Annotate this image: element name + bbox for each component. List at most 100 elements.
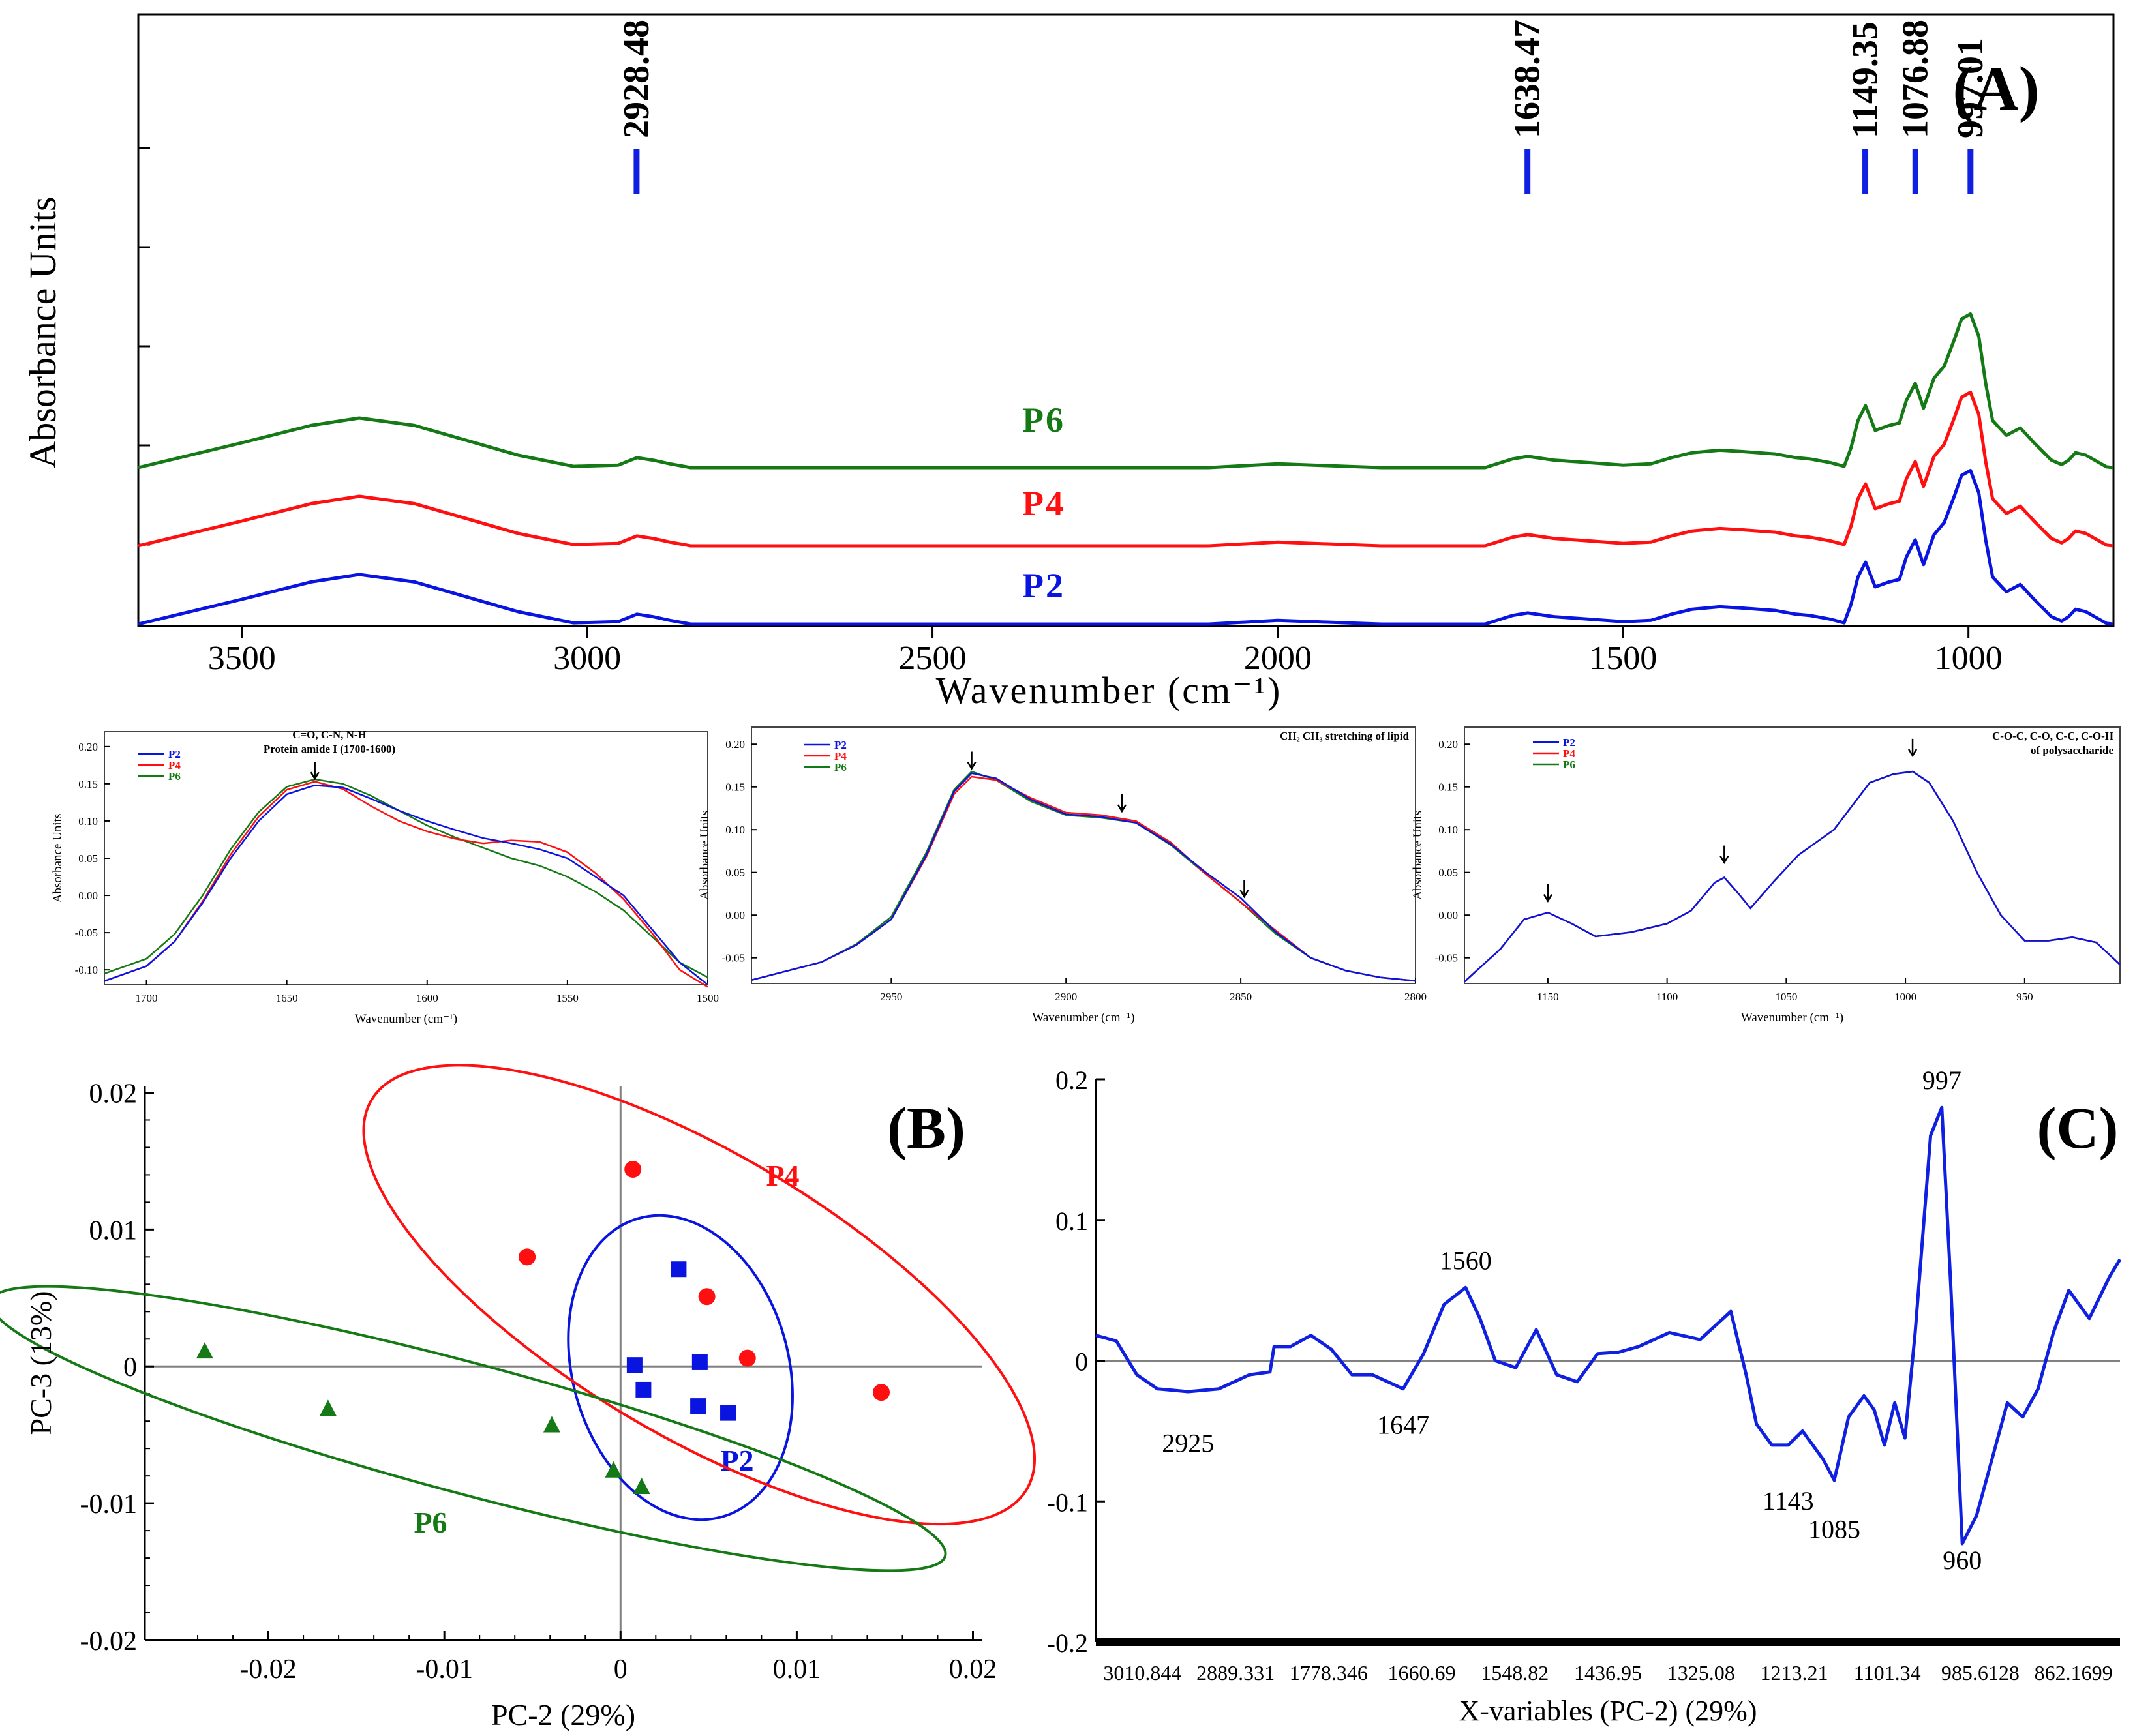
- panel-a-series-p6: [138, 312, 2114, 470]
- panel-c-dense-ticks: [1096, 1638, 2120, 1646]
- inset-y-tick-label: -0.05: [75, 927, 98, 939]
- panel-c-peak-label: 997: [1922, 1066, 1961, 1095]
- inset-legend-label-p6: P6: [1563, 758, 1575, 771]
- panel-a-series-p4: [138, 390, 2114, 548]
- panel-a-series: P6 P4 P2: [138, 312, 2114, 626]
- inset-x-tick-label: 2900: [1055, 991, 1077, 1003]
- panel-a-peak-label: 1076.88: [1895, 20, 1935, 138]
- panel-b-point-p6: [543, 1416, 560, 1433]
- inset-legend-label-p4: P4: [168, 759, 181, 771]
- panel-a-series-label-p2: P2: [1022, 566, 1065, 605]
- inset-y-axis-label: Absorbance Units: [51, 814, 65, 903]
- inset-y-tick-label: 0.10: [725, 824, 745, 836]
- panel-c-x-tick-label: 1778.346: [1290, 1661, 1368, 1684]
- panel-b-ellipse-p2: [567, 1214, 794, 1521]
- panel-b-x-tick-label: 0.01: [773, 1654, 821, 1684]
- panel-b-ellipse-p4: [362, 1064, 1036, 1526]
- panel-a-x-tick-label: 2500: [899, 640, 967, 677]
- inset-y-tick-label: 0.05: [725, 867, 745, 879]
- inset-y-tick-label: 0.15: [725, 781, 745, 794]
- inset-x-tick-label: 1500: [697, 992, 719, 1004]
- panel-b-x-tick-label: -0.02: [239, 1654, 297, 1684]
- panel-b-x-tick-label: 0: [614, 1654, 628, 1684]
- inset-frame: [751, 726, 1416, 984]
- inset-arrow-head: [1907, 749, 1918, 758]
- panel-a-peak-label: 2928.48: [616, 20, 657, 138]
- inset-y-axis-label: Absorbance Units: [698, 811, 712, 900]
- panel-b: -0.02 -0.01 0 0.01 0.02 -0.02 -0.01 0 0.01 0.02 P…: [0, 1064, 1036, 1731]
- panel-c-x-tick-label: 1101.34: [1854, 1661, 1921, 1684]
- panel-b-group-label-p4: P4: [766, 1159, 799, 1192]
- panel-b-score-points: [196, 1161, 890, 1494]
- inset-y-tick-label: 0.00: [78, 890, 98, 902]
- panel-a-peak-label: 1149.35: [1845, 22, 1886, 138]
- panel-b-point-p2: [635, 1381, 652, 1398]
- inset-legend-label-p4: P4: [1563, 747, 1575, 760]
- inset-x-tick-label: 1550: [556, 992, 579, 1004]
- inset-legend-label-p4: P4: [834, 750, 847, 762]
- inset-series-p2: [1464, 770, 2121, 983]
- panel-b-group-label-p6: P6: [414, 1506, 447, 1539]
- panel-c-y-tick-label: 0.2: [1055, 1066, 1088, 1095]
- panel-c-x-tick-label: 1548.82: [1481, 1661, 1549, 1684]
- panel-b-y-tick-label: 0.02: [89, 1079, 138, 1109]
- inset-title-line: CH₂ CH₃ stretching of lipid: [1280, 730, 1409, 742]
- panel-b-point-p6: [196, 1342, 213, 1359]
- inset-y-tick-label: 0.05: [78, 852, 98, 865]
- panel-b-point-p2: [691, 1354, 708, 1370]
- panel-b-point-p6: [633, 1477, 650, 1494]
- panel-b-ellipse-p6: [0, 1285, 947, 1572]
- inset-x-tick-label: 1700: [136, 992, 158, 1004]
- inset-arrow-head: [1117, 804, 1127, 813]
- panel-c-x-tick-label: 1325.08: [1667, 1661, 1735, 1684]
- panel-c-peak-label: 1560: [1440, 1246, 1492, 1275]
- inset-title-line: Protein amide I (1700-1600): [264, 743, 395, 755]
- panel-b-point-p2: [720, 1405, 736, 1421]
- panel-c-x-tick-label: 985.6128: [1941, 1661, 2020, 1684]
- inset-y-tick-label: 0.00: [725, 909, 745, 921]
- panel-b-point-p4: [873, 1384, 890, 1401]
- panel-c-loading-line: [1095, 1105, 2122, 1546]
- inset-x-axis-label: Wavenumber (cm⁻¹): [1032, 1011, 1134, 1025]
- panel-b-label: (B): [887, 1096, 965, 1161]
- inset-x-axis-label: Wavenumber (cm⁻¹): [1741, 1011, 1843, 1025]
- panel-b-y-tick-label: 0.01: [89, 1216, 138, 1246]
- panel-b-y-tick-label: -0.01: [80, 1489, 138, 1519]
- panel-a-x-tick-label: 2000: [1244, 640, 1312, 677]
- panel-c-x-tick-label: 1213.21: [1760, 1661, 1828, 1684]
- panel-c-y-tick-label: -0.2: [1047, 1628, 1088, 1658]
- inset-arrow-head: [967, 761, 977, 770]
- inset-y-tick-label: 0.05: [1438, 867, 1458, 879]
- inset-legend-label-p6: P6: [834, 761, 847, 773]
- inset-y-tick-label: 0.20: [725, 738, 745, 751]
- inset-y-tick-label: 0.00: [1438, 909, 1458, 921]
- inset-polysaccharide-chart: -0.05 0.00 0.05 0.10 0.15 0.20 1150 1100 1050 100…: [1411, 726, 2121, 1025]
- inset-x-tick-label: 950: [2016, 991, 2033, 1003]
- inset-y-tick-label: -0.05: [1435, 952, 1458, 965]
- panel-c-loading-path: [1095, 1105, 2122, 1546]
- inset-x-tick-label: 2950: [880, 991, 902, 1003]
- panel-a-frame: [137, 13, 2115, 627]
- inset-y-tick-label: 0.15: [1438, 781, 1458, 794]
- panel-b-point-p4: [698, 1288, 716, 1306]
- panel-a-label: (A): [1952, 53, 2039, 123]
- inset-arrow-head: [1543, 893, 1552, 903]
- panel-a-x-tick-label: 1500: [1589, 640, 1657, 677]
- panel-c-label: (C): [2037, 1096, 2119, 1161]
- inset-title-line: of polysaccharide: [2031, 744, 2113, 756]
- inset-lipid-chart: -0.05 0.00 0.05 0.10 0.15 0.20 2950 2900 2850 280…: [698, 726, 1427, 1025]
- panel-b-axes: -0.02 -0.01 0 0.01 0.02 -0.02 -0.01 0 0.01 0.02: [80, 1079, 997, 1684]
- inset-y-tick-label: 0.20: [78, 741, 98, 753]
- inset-series-p2: [751, 772, 1416, 982]
- inset-legend-label-p6: P6: [168, 770, 181, 783]
- inset-y-tick-label: 0.15: [78, 778, 98, 790]
- panel-a-y-axis-label: Absorbance Units: [22, 196, 64, 468]
- panel-c-x-tick-label: 1660.69: [1388, 1661, 1456, 1684]
- inset-x-tick-label: 2800: [1404, 991, 1427, 1003]
- panel-a-series-label-p6: P6: [1022, 400, 1065, 440]
- panel-b-y-tick-label: -0.02: [80, 1626, 138, 1656]
- panel-c: -0.2 -0.1 0 0.1 0.2 3010.844 2889.331 1778.346 1…: [1047, 1066, 2122, 1727]
